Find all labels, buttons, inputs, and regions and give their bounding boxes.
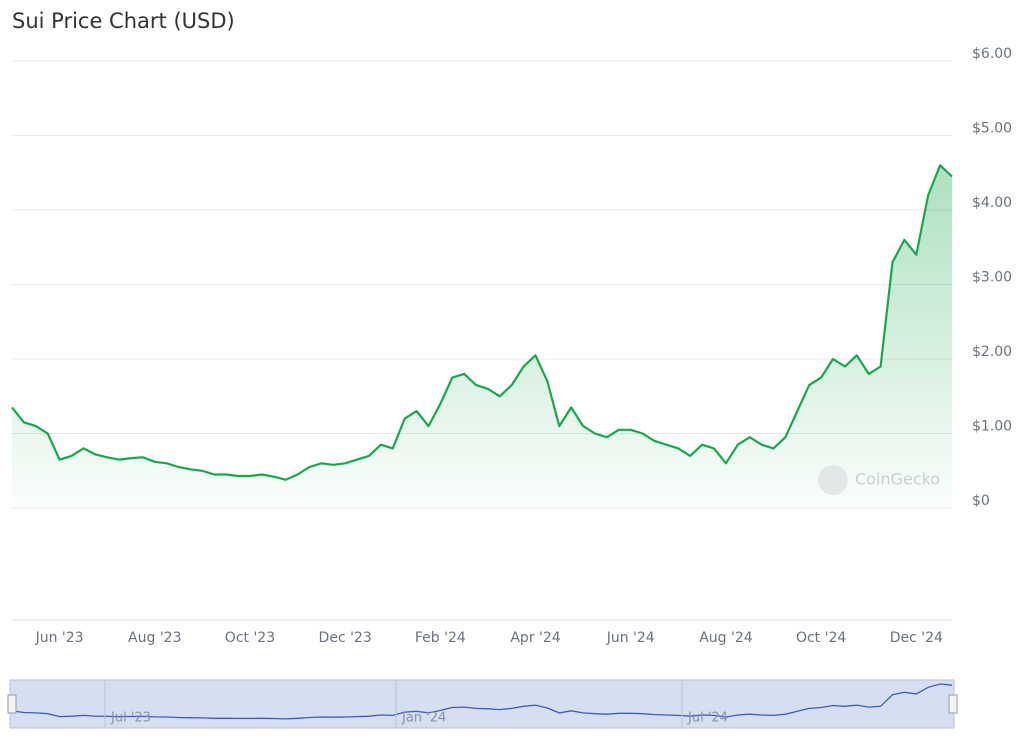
x-tick-label: Apr '24 — [510, 630, 560, 646]
area — [12, 165, 952, 509]
navigator-handle[interactable] — [7, 694, 17, 714]
navigator[interactable] — [9, 679, 955, 729]
x-tick-label: Jun '24 — [606, 630, 655, 646]
x-tick-label: Dec '23 — [319, 630, 372, 646]
x-tick-label: Feb '24 — [415, 630, 466, 646]
x-tick-label: Aug '24 — [699, 630, 753, 646]
navigator-label: Jul '23 — [110, 711, 151, 726]
x-tick-label: Aug '23 — [128, 630, 181, 646]
x-tick-label: Dec '24 — [890, 630, 943, 646]
watermark-logo — [818, 465, 848, 495]
x-tick-label: Oct '23 — [225, 630, 275, 646]
navigator-handle[interactable] — [948, 694, 958, 714]
chart-title: Sui Price Chart (USD) — [12, 9, 235, 33]
y-tick-label: $1.00 — [972, 419, 1012, 435]
navigator-label: Jan '24 — [401, 711, 446, 726]
navigator-label: Jul '24 — [687, 711, 728, 726]
y-tick-label: $4.00 — [972, 195, 1012, 211]
x-tick-label: Jun '23 — [35, 630, 84, 646]
price-line — [11, 164, 953, 481]
y-tick-label: $6.00 — [972, 46, 1012, 62]
y-tick-label: $5.00 — [972, 121, 1012, 137]
y-tick-label: $3.00 — [972, 270, 1012, 286]
watermark: CoinGecko — [818, 465, 940, 495]
y-tick-label: $2.00 — [972, 344, 1012, 360]
y-tick-label: $0 — [972, 493, 990, 509]
x-tick-label: Oct '24 — [796, 630, 846, 646]
navigator-line — [11, 683, 953, 720]
watermark-text: CoinGecko — [855, 470, 940, 489]
